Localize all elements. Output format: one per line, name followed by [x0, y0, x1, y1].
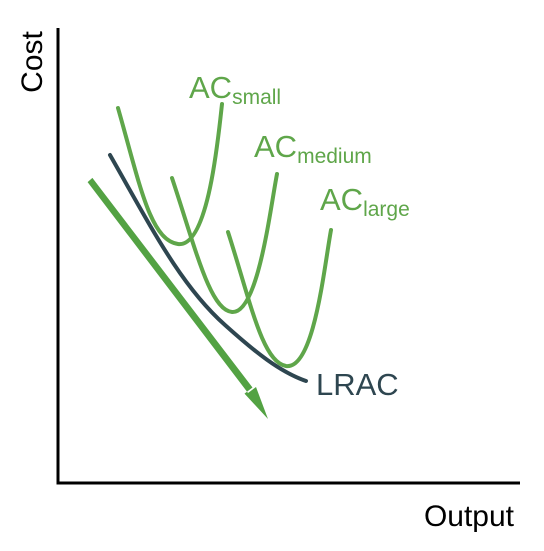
down-right-arrow	[87, 177, 268, 419]
ac-medium-label-sub: medium	[297, 145, 372, 168]
ac-small-curve	[116, 102, 224, 246]
ac-large-label: AClarge	[320, 182, 410, 221]
ac-small-label: ACsmall	[189, 70, 281, 109]
ac-large-label-sub: large	[363, 198, 410, 221]
lrac-label: LRAC	[316, 367, 399, 402]
axes	[56, 28, 520, 485]
ac-medium-label: ACmedium	[254, 129, 372, 168]
ac-medium-curve	[170, 172, 279, 315]
ac-small-label-sub: small	[232, 86, 281, 109]
ac-large-label-main: AC	[320, 182, 363, 217]
x-axis-label: Output	[424, 500, 515, 533]
ac-medium-label-main: AC	[254, 129, 297, 164]
y-axis-label: Cost	[16, 30, 49, 92]
lrac-curve	[108, 153, 308, 383]
ac-large-curve	[226, 228, 333, 368]
ac-small-label-main: AC	[189, 70, 232, 105]
